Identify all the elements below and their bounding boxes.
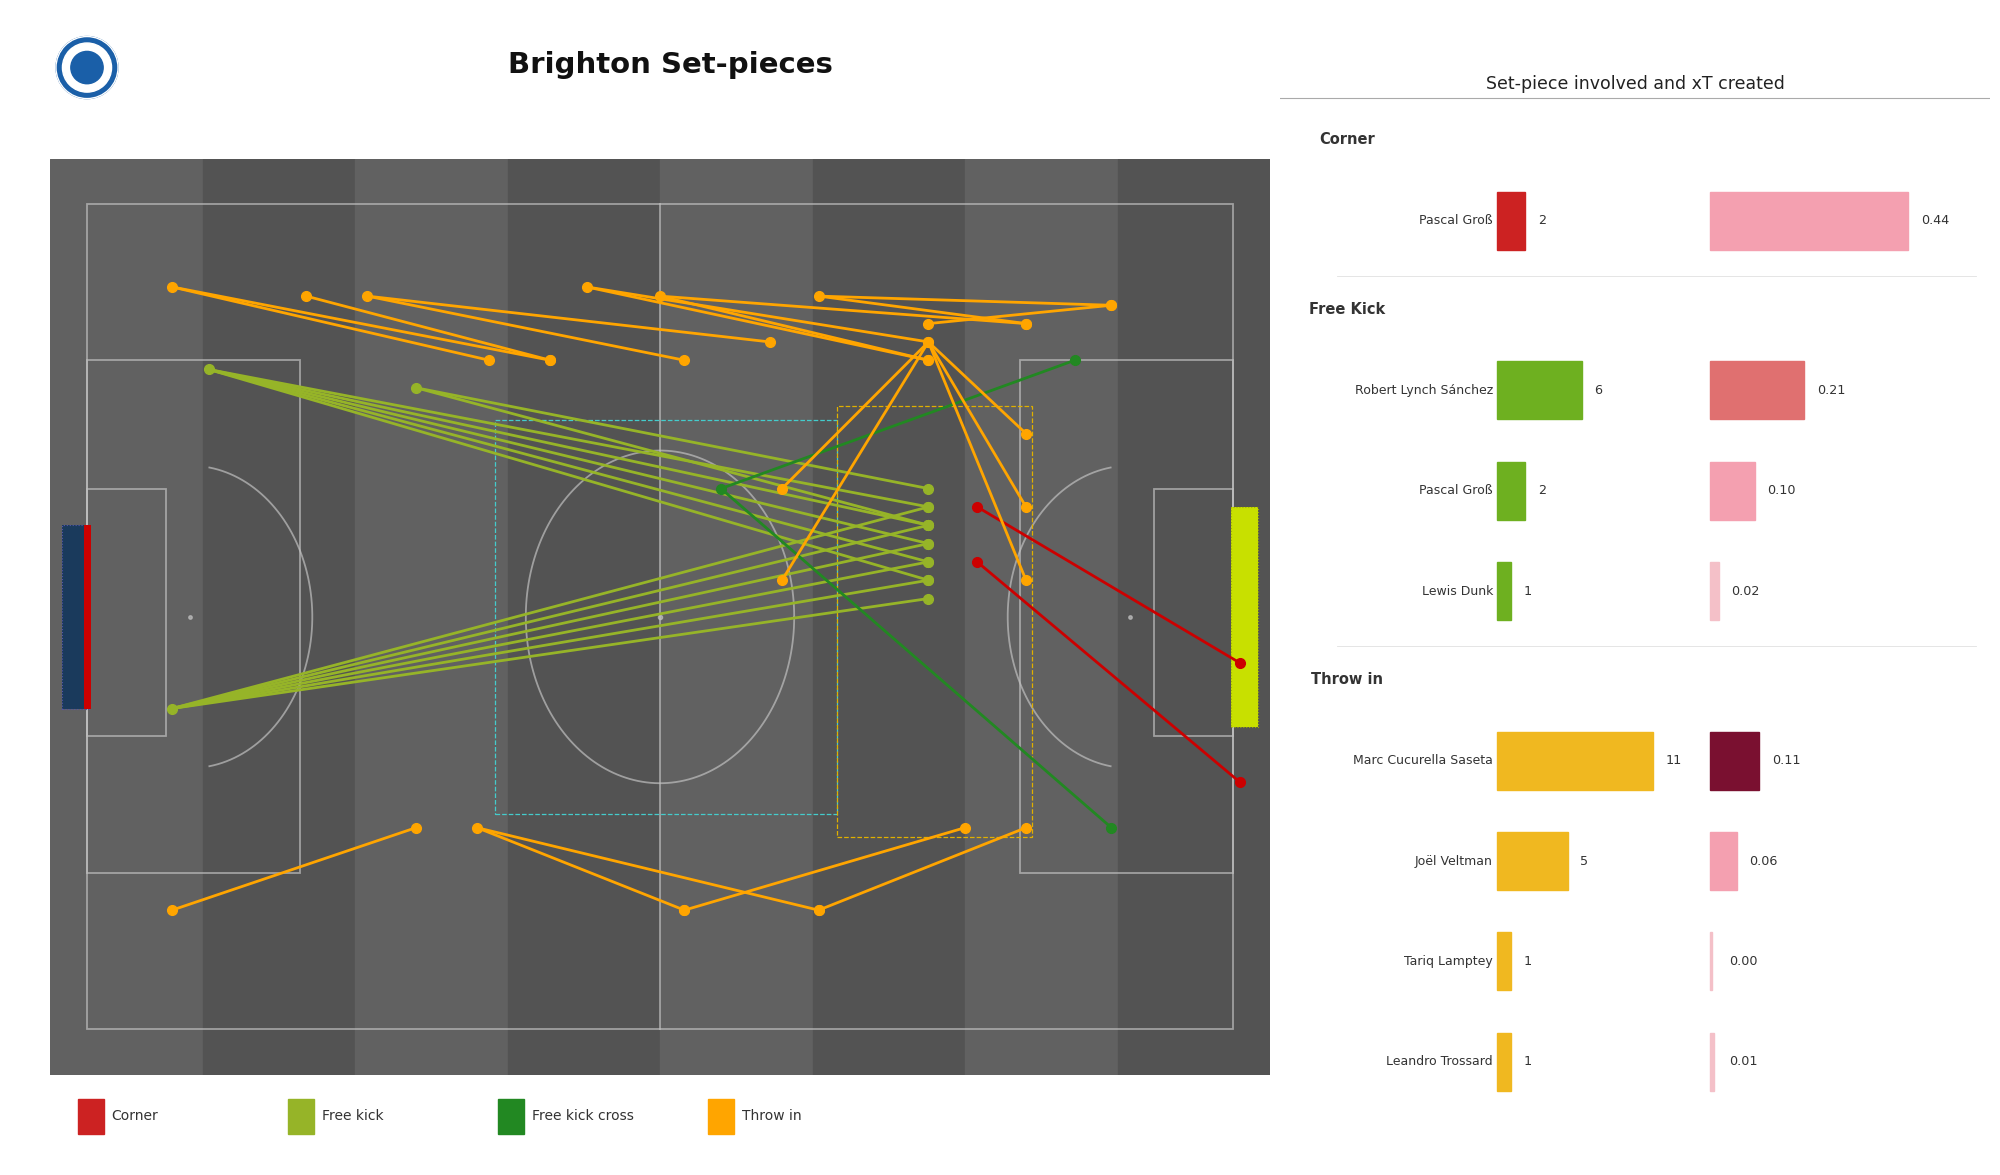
Bar [1496,192,1524,250]
Bar [1496,932,1510,991]
Text: 2: 2 [1538,214,1546,227]
Bar [1710,932,1712,991]
Bar [1230,506,1258,727]
Text: 11: 11 [1666,754,1682,767]
Text: Brighton Set-pieces: Brighton Set-pieces [508,51,832,79]
Bar [50,159,202,1075]
Text: Free Kick: Free Kick [1310,302,1386,316]
Text: 6: 6 [1594,384,1602,397]
Bar [78,1099,104,1134]
Bar [1496,832,1568,891]
Bar [660,159,812,1075]
Text: Pascal Groß: Pascal Groß [1420,214,1492,227]
Text: 0.01: 0.01 [1730,1055,1758,1068]
Text: 1: 1 [1524,1055,1532,1068]
Text: Corner: Corner [1320,132,1376,147]
Text: 0.06: 0.06 [1750,854,1778,867]
Bar [1710,562,1718,620]
Circle shape [62,43,112,92]
Bar [1710,192,1908,250]
Bar [86,361,300,873]
Bar [964,159,1118,1075]
Text: Free kick cross: Free kick cross [532,1109,634,1123]
Bar [86,489,166,736]
Bar [1230,506,1258,727]
Text: Robert Lynch Sánchez: Robert Lynch Sánchez [1354,384,1492,397]
Text: Joël Veltman: Joël Veltman [1416,854,1492,867]
Text: Throw in: Throw in [742,1109,802,1123]
Text: Leandro Trossard: Leandro Trossard [1386,1055,1492,1068]
Text: Free kick: Free kick [322,1109,384,1123]
Bar [836,407,1032,837]
Text: 0.00: 0.00 [1730,955,1758,968]
Text: Set-piece involved and xT created: Set-piece involved and xT created [1486,75,1784,93]
Text: Corner: Corner [112,1109,158,1123]
Bar [356,159,508,1075]
Text: 0.44: 0.44 [1922,214,1950,227]
Bar [496,419,836,814]
Text: 0.11: 0.11 [1772,754,1800,767]
Text: 0.21: 0.21 [1818,384,1846,397]
Circle shape [56,36,118,99]
Bar [1154,489,1234,736]
Bar [62,525,90,709]
Bar [1710,361,1804,419]
Text: 1: 1 [1524,584,1532,598]
Bar [508,159,660,1075]
Bar [1496,361,1582,419]
Bar [498,1099,524,1134]
Bar [708,1099,734,1134]
Circle shape [70,52,104,83]
Bar [1496,462,1524,519]
Bar [84,525,92,709]
Text: 2: 2 [1538,484,1546,497]
Bar [1710,462,1754,519]
Bar [1118,159,1270,1075]
Bar [1496,732,1652,790]
Bar [202,159,356,1075]
Text: 0.10: 0.10 [1768,484,1796,497]
Text: Throw in: Throw in [1312,672,1384,687]
Bar [1496,1033,1510,1090]
Bar [1020,361,1234,873]
Bar [1496,562,1510,620]
Text: Marc Cucurella Saseta: Marc Cucurella Saseta [1354,754,1492,767]
Text: 0.02: 0.02 [1732,584,1760,598]
Text: Tariq Lamptey: Tariq Lamptey [1404,955,1492,968]
Bar [1710,732,1760,790]
Bar [1710,1033,1714,1090]
Text: 5: 5 [1580,854,1588,867]
Text: Lewis Dunk: Lewis Dunk [1422,584,1492,598]
Bar [1710,832,1736,891]
Text: 1: 1 [1524,955,1532,968]
Bar [62,525,90,709]
Bar [812,159,964,1075]
Text: Pascal Groß: Pascal Groß [1420,484,1492,497]
Bar [288,1099,314,1134]
